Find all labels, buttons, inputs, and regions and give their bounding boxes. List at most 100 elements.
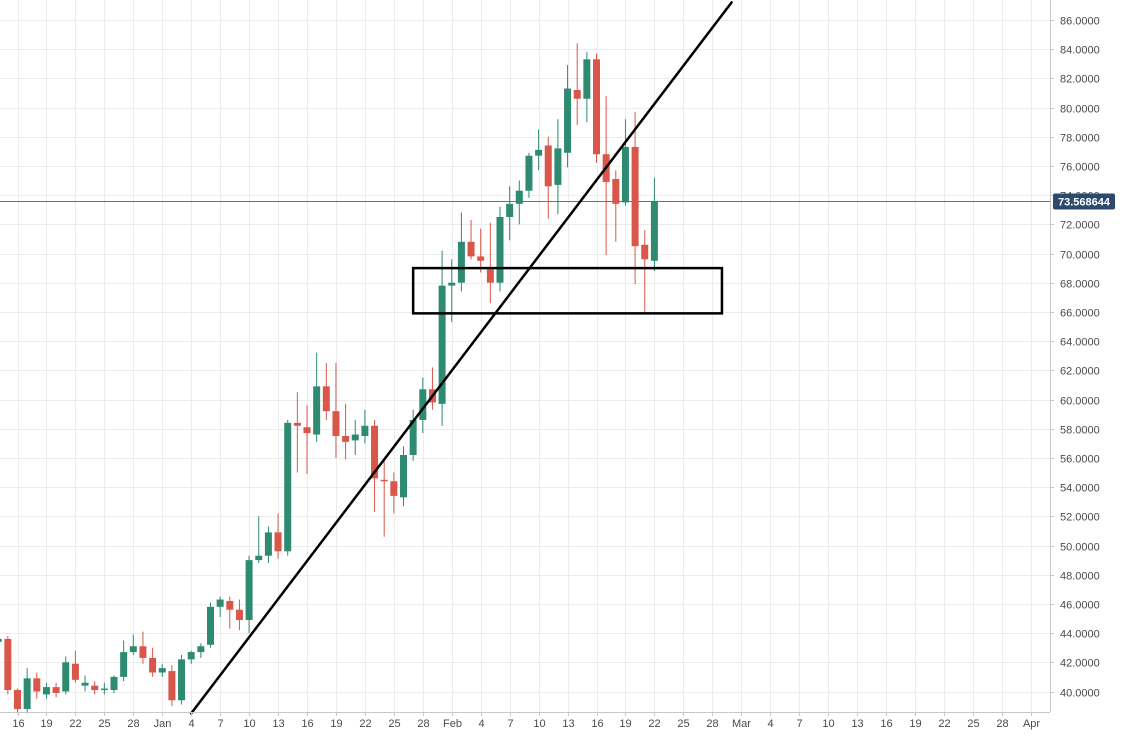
candle <box>602 95 610 255</box>
y-tick-label: 50.0000 <box>1060 542 1100 554</box>
candle-body <box>62 662 70 692</box>
x-tick-label: 28 <box>417 718 429 730</box>
candle <box>641 230 649 312</box>
candle <box>371 419 379 512</box>
candle-body <box>245 560 253 620</box>
candle <box>486 222 494 304</box>
x-tick-label: 7 <box>507 718 513 730</box>
y-tick-label: 68.0000 <box>1060 279 1100 291</box>
y-tick-label: 72.0000 <box>1060 220 1100 232</box>
x-tick-label: Apr <box>1023 718 1040 730</box>
candle <box>457 212 465 292</box>
y-axis: 40.0000 42.0000 44.0000 46.0000 48.0000 50.00… <box>1050 0 1100 712</box>
candle-body <box>139 646 147 658</box>
candle-body <box>390 481 398 496</box>
y-tick-label: 44.0000 <box>1060 629 1100 641</box>
candle-body <box>110 676 118 691</box>
candle-body <box>535 149 543 156</box>
x-tick-label: 22 <box>938 718 950 730</box>
y-tick-label: 48.0000 <box>1060 571 1100 583</box>
candle <box>390 472 398 514</box>
x-axis: 16 19 22 25 28 Jan 4 7 10 13 16 19 22 25 28 Feb 4 7 10 13 16… <box>0 712 1050 730</box>
candle <box>419 377 427 434</box>
x-tick-label: 16 <box>591 718 603 730</box>
candle-body <box>351 434 359 441</box>
candle-body <box>650 200 658 261</box>
candle-body <box>71 663 79 680</box>
drawings[interactable] <box>189 1 733 715</box>
candles <box>0 43 658 714</box>
x-tick-label: 25 <box>677 718 689 730</box>
candle-body <box>457 241 465 283</box>
candle-body <box>129 646 137 653</box>
x-tick-label: 28 <box>127 718 139 730</box>
candle <box>564 65 572 168</box>
candle <box>621 119 629 206</box>
grid-lines <box>0 0 1050 712</box>
candle-body <box>332 411 340 436</box>
trendline[interactable] <box>189 1 733 715</box>
candle-body <box>14 690 21 710</box>
candle <box>91 681 99 695</box>
x-tick-label: 13 <box>562 718 574 730</box>
candle <box>573 43 581 126</box>
candle-body <box>216 599 224 607</box>
candle-body <box>506 203 514 217</box>
x-tick-label: 16 <box>880 718 892 730</box>
x-tick-label: 22 <box>359 718 371 730</box>
candle <box>42 682 50 699</box>
x-tick-label: 16 <box>12 718 24 730</box>
candle <box>23 668 31 714</box>
candle-body <box>419 389 427 420</box>
y-tick-label: 76.0000 <box>1060 162 1100 174</box>
candle-body <box>303 427 311 434</box>
y-tick-label: 78.0000 <box>1060 133 1100 145</box>
candle <box>197 643 205 658</box>
candle <box>178 655 186 705</box>
x-tick-label: 28 <box>996 718 1008 730</box>
y-tick-label: 66.0000 <box>1060 308 1100 320</box>
x-tick-label: 4 <box>767 718 773 730</box>
candle-body <box>4 638 12 691</box>
y-tick-label: 82.0000 <box>1060 74 1100 86</box>
candle <box>448 259 456 323</box>
y-tick-label: 56.0000 <box>1060 454 1100 466</box>
candle-body <box>52 687 60 693</box>
candle-body <box>371 425 379 479</box>
candle <box>438 250 446 426</box>
support-zone-rectangle[interactable] <box>411 266 724 315</box>
candle <box>293 392 301 473</box>
candle-body <box>226 600 234 610</box>
candle-body <box>515 190 523 204</box>
candle <box>158 663 166 677</box>
candle <box>4 636 12 695</box>
candle-body <box>293 422 301 426</box>
candle <box>100 682 108 695</box>
candle <box>245 555 253 634</box>
candle-body <box>178 659 186 701</box>
candle <box>593 53 600 163</box>
candle-body <box>467 241 475 257</box>
candle <box>650 177 658 272</box>
x-tick-label: Mar <box>732 718 751 730</box>
x-tick-label: 22 <box>648 718 660 730</box>
y-tick-label: 86.0000 <box>1060 16 1100 28</box>
candle <box>149 647 157 677</box>
x-tick-label: 25 <box>388 718 400 730</box>
candle-body <box>197 646 205 653</box>
y-tick-label: 46.0000 <box>1060 600 1100 612</box>
candle-body <box>583 59 591 99</box>
candle <box>477 228 485 273</box>
candle-body <box>573 89 581 99</box>
x-tick-label: 25 <box>98 718 110 730</box>
candle-body <box>322 386 330 412</box>
candle-body <box>264 532 272 556</box>
candle-body <box>593 59 600 155</box>
candle <box>14 688 21 714</box>
candle-body <box>91 685 99 691</box>
candle <box>631 111 639 285</box>
candle-body <box>409 419 417 455</box>
candle <box>525 152 533 199</box>
